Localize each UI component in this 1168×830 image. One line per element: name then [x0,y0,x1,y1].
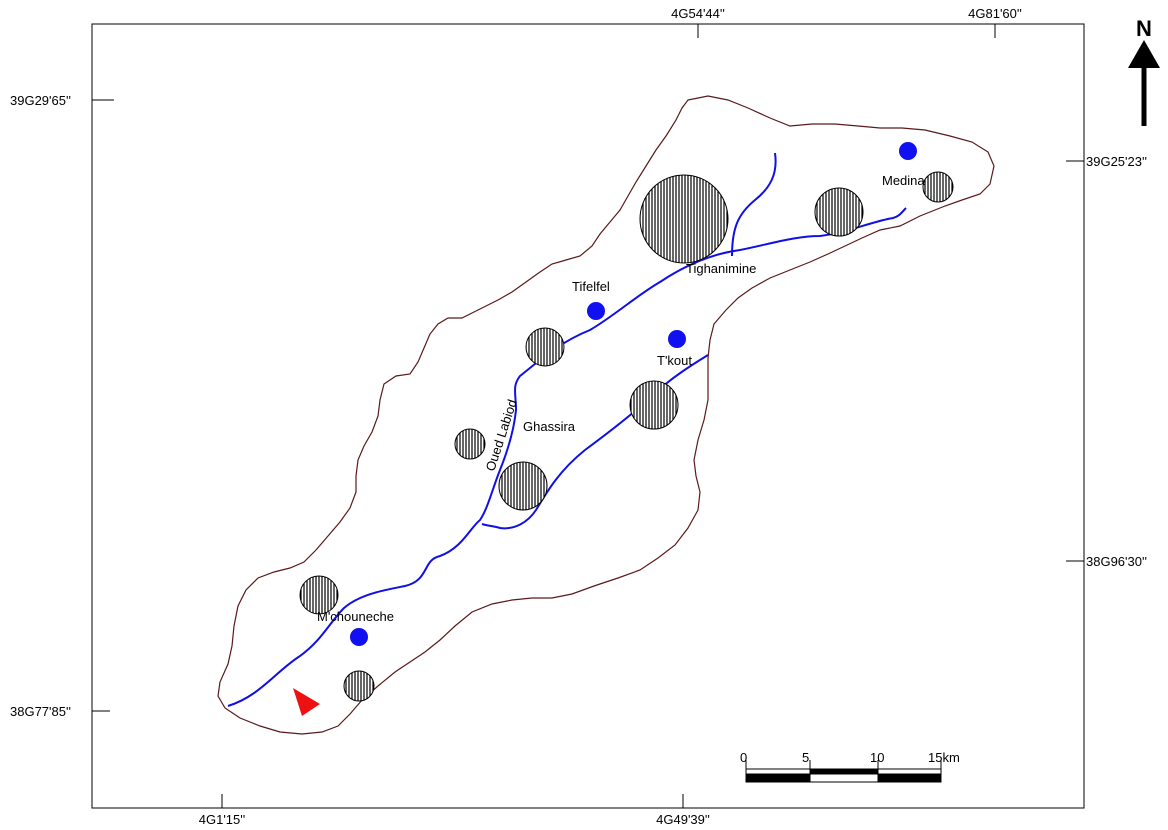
hatched-site [639,174,729,264]
north-label: N [1136,16,1152,41]
watershed-boundary [217,95,995,735]
place-label-mchouneche: M'chouneche [317,609,394,624]
scale-label-0: 0 [740,750,747,765]
coord-top-2: 4G81'60'' [968,6,1022,21]
scale-label-5: 5 [802,750,809,765]
coord-right-1: 39G25'23'' [1086,154,1147,169]
scale-bar [745,760,942,783]
outlet-triangle-icon [293,688,320,716]
coordinate-ticks [92,24,1084,808]
station-tkout-marker [668,330,686,348]
north-arrow-icon [1128,40,1160,126]
coord-top-1: 4G54'44'' [671,6,725,21]
hatched-site [454,428,486,460]
coord-left-1: 39G29'65'' [10,93,71,108]
river-main [227,207,907,707]
station-mchouneche-marker [350,628,368,646]
coord-right-2: 38G96'30'' [1086,554,1147,569]
place-label-medina: Medina [882,173,925,188]
scale-label-15km: 15km [928,750,960,765]
hatched-site [343,670,375,702]
hatched-site [814,187,864,237]
hatched-site [299,575,339,615]
station-tifelfel-marker [587,302,605,320]
hatched-site [629,380,679,430]
hatched-site [922,171,954,203]
hatched-site [525,327,565,367]
place-label-tifelfel: Tifelfel [572,279,610,294]
place-label-tighanimine: Tighanimine [686,261,756,276]
river-label: Oued Labiod [483,397,520,472]
station-medina-marker [899,142,917,160]
map-frame [91,23,1085,809]
river-tributary-north [731,152,777,257]
coord-bottom-1: 4G1'15'' [199,812,245,827]
coord-bottom-2: 4G49'39'' [656,812,710,827]
hatched-sites [299,171,954,702]
place-label-tkout: T'kout [657,353,692,368]
coord-left-2: 38G77'85'' [10,704,71,719]
hatched-site [498,461,548,511]
rain-stations [350,142,917,646]
scale-label-10: 10 [870,750,884,765]
place-label-ghassira: Ghassira [523,419,576,434]
